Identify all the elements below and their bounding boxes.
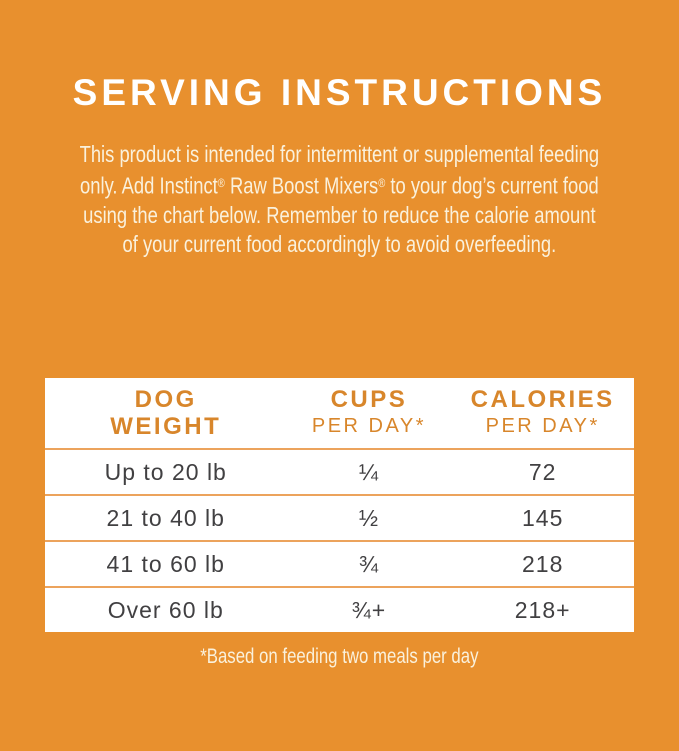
feeding-table: DOG WEIGHT CUPS PER DAY* CALORIES PER DA… — [45, 378, 634, 632]
col-header-cups: CUPS PER DAY* — [311, 386, 426, 437]
col-header-dog-weight: DOG WEIGHT — [110, 386, 222, 440]
cell-weight: 41 to 60 lb — [106, 550, 225, 577]
registered-trademark-icon: ® — [217, 176, 225, 190]
footnote: *Based on feeding two meals per day — [200, 645, 479, 668]
intro-text: This product is intended for intermitten… — [0, 140, 679, 259]
table-row: Up to 20 lb ¼ 72 — [45, 448, 634, 494]
packaging-panel: { "page": { "background_color": "#E8902E… — [0, 72, 679, 751]
cell-cups: ½ — [358, 504, 380, 531]
cell-calories: 72 — [528, 458, 557, 485]
cell-calories: 218 — [521, 550, 564, 577]
table-header-row: DOG WEIGHT CUPS PER DAY* CALORIES PER DA… — [45, 378, 634, 448]
cell-cups: ¼ — [358, 458, 380, 485]
cell-calories: 218+ — [514, 596, 571, 623]
cell-calories: 145 — [521, 504, 564, 531]
intro-line-3: using the chart below. Remember to reduc… — [83, 201, 596, 228]
col-header-calories: CALORIES PER DAY* — [470, 386, 615, 437]
table-row: Over 60 lb ¾+ 218+ — [45, 586, 634, 632]
cell-weight: Up to 20 lb — [104, 458, 227, 485]
intro-line-2: only. Add Instinct® Raw Boost Mixers® to… — [80, 172, 599, 199]
table-row: 21 to 40 lb ½ 145 — [45, 494, 634, 540]
cell-cups: ¾ — [358, 550, 380, 577]
table-row: 41 to 60 lb ¾ 218 — [45, 540, 634, 586]
intro-line-4: of your current food accordingly to avoi… — [122, 230, 557, 257]
intro-line-1: This product is intended for intermitten… — [79, 141, 600, 167]
cell-cups: ¾+ — [351, 596, 387, 623]
cell-weight: 21 to 40 lb — [106, 504, 225, 531]
page-title: SERVING INSTRUCTIONS — [72, 72, 607, 113]
registered-trademark-icon: ® — [378, 176, 386, 190]
cell-weight: Over 60 lb — [107, 596, 224, 623]
